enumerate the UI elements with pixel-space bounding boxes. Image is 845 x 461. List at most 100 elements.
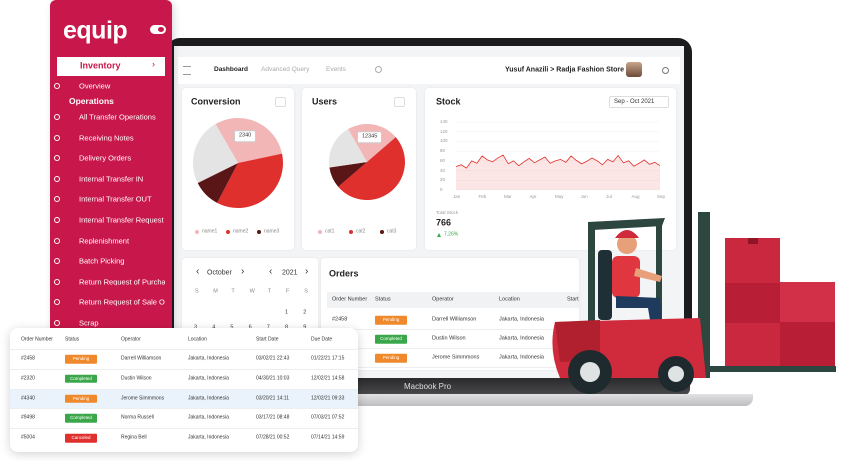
nav-tab[interactable]: Advanced Query: [261, 65, 310, 73]
column-header: Start Date: [256, 336, 279, 343]
table-cell: #4340: [21, 395, 35, 402]
active-item[interactable]: [57, 57, 165, 76]
x-tick-label: Feb: [478, 193, 487, 199]
calendar-day[interactable]: 5: [230, 325, 233, 331]
card-title: Users: [312, 96, 338, 107]
menu-section: Operations: [69, 95, 114, 106]
x-tick-label: Jul: [606, 193, 612, 199]
weekday: S: [304, 288, 308, 295]
x-tick-label: May: [555, 193, 564, 199]
menu-item[interactable]: Scrap: [79, 319, 99, 327]
legend-dot: [195, 230, 199, 234]
pie-slice: [329, 129, 367, 168]
table-cell: #2458: [21, 355, 35, 362]
menu-item[interactable]: Overview: [79, 82, 111, 90]
box: [725, 283, 780, 323]
column-header: Location: [188, 336, 207, 343]
avatar[interactable]: [626, 62, 642, 77]
table-row[interactable]: [10, 408, 358, 430]
calendar-day[interactable]: 4: [212, 325, 215, 331]
nav-tab[interactable]: Dashboard: [214, 65, 248, 73]
menu-item[interactable]: All Transfer Operations: [79, 113, 156, 121]
search-icon[interactable]: [375, 66, 382, 73]
calendar-nav[interactable]: ‹: [196, 266, 200, 277]
roof: [588, 218, 665, 230]
y-tick-label: 40: [440, 167, 446, 173]
more-button[interactable]: [275, 97, 286, 107]
menu-item[interactable]: Return Request of Purchase: [79, 278, 165, 286]
calendar-nav[interactable]: ›: [305, 266, 309, 277]
column-header: Start Date: [567, 296, 579, 303]
table-row[interactable]: [10, 388, 358, 410]
y-tick-label: 140: [440, 118, 448, 124]
y-tick-label: 80: [440, 147, 446, 153]
legend-label: cat3: [387, 228, 397, 235]
card-title: Conversion: [191, 96, 241, 107]
y-tick-label: 60: [440, 157, 446, 163]
table-cell: 03/20/21 14:11: [256, 395, 289, 402]
date-range[interactable]: Sep - Oct 2021: [609, 96, 670, 108]
row-divider: [327, 348, 579, 349]
calendar-day[interactable]: 9: [303, 325, 306, 331]
pie-slice: [197, 163, 238, 203]
stock-line: [455, 154, 661, 169]
menu-bullet: [54, 83, 60, 89]
card-title: Stock: [436, 96, 461, 107]
table-header: [327, 292, 579, 308]
table-row[interactable]: [10, 368, 358, 390]
table-cell: Jakarta, Indonesia: [188, 395, 229, 402]
table-cell: 04/30/21 10:03: [256, 375, 290, 382]
stock-area: [456, 155, 660, 190]
menu-item[interactable]: Internal Transfer OUT: [79, 195, 152, 204]
menu-bullet: [54, 320, 60, 326]
table-cell: Jerome Simmmons: [121, 395, 165, 402]
legend-label: cat2: [356, 228, 366, 235]
menu-item[interactable]: Replenishment: [79, 236, 130, 245]
calendar-day[interactable]: 7: [267, 325, 270, 331]
menu-item[interactable]: Internal Transfer Request: [79, 216, 164, 224]
pie-slice: [193, 124, 238, 184]
legend-label: cat1: [325, 228, 335, 235]
x-tick-label: Jan: [453, 193, 461, 199]
x-tick-label: Mar: [504, 193, 512, 199]
table-row[interactable]: [10, 428, 358, 449]
legend-dot: [349, 230, 353, 234]
box: [780, 282, 835, 322]
calendar-day[interactable]: 3: [194, 325, 197, 331]
table-cell: Jakarta, Indonesia: [188, 375, 229, 382]
menu-item[interactable]: Return Request of Sale Order: [79, 298, 165, 307]
table-cell: 07/14/21 14:59: [311, 434, 345, 441]
logo: equip: [63, 16, 128, 45]
menu-item[interactable]: Receiving Notes: [79, 133, 134, 142]
status-badge: Pending: [65, 354, 97, 364]
column-header: Operator: [121, 336, 141, 343]
active-label: Inventory: [80, 60, 121, 71]
y-tick-label: 120: [440, 128, 448, 134]
change-value: 7.26%: [444, 231, 459, 238]
calendar-nav[interactable]: ‹: [269, 266, 273, 277]
legend-dot: [380, 230, 384, 234]
x-tick-label: Aug: [631, 193, 640, 199]
table-cell: Jakarta, Indonesia: [499, 316, 544, 323]
laptop-label: Macbook Pro: [404, 382, 452, 391]
more-button[interactable]: [394, 97, 405, 107]
calendar-day[interactable]: 8: [285, 325, 288, 331]
menu-item[interactable]: Internal Transfer IN: [79, 175, 144, 183]
calendar-day[interactable]: 2: [303, 309, 307, 316]
table-cell: Darrell Williamson: [432, 316, 477, 323]
settings-icon[interactable]: [662, 67, 669, 74]
table-row[interactable]: [10, 349, 358, 370]
menu-icon[interactable]: [183, 66, 191, 75]
weekday: M: [213, 288, 218, 295]
menu-bullet: [54, 134, 60, 141]
pie-slice: [338, 137, 405, 200]
table-cell: Jakarta, Indonesia: [499, 354, 544, 361]
nav-tab[interactable]: Events: [326, 65, 346, 73]
menu-item[interactable]: Delivery Orders: [79, 154, 132, 162]
calendar-nav[interactable]: ›: [241, 266, 245, 277]
menu-item[interactable]: Batch Picking: [79, 257, 125, 265]
calendar-day[interactable]: 6: [249, 325, 252, 331]
calendar-day[interactable]: 1: [285, 309, 289, 316]
legend-label: name2: [233, 228, 249, 235]
